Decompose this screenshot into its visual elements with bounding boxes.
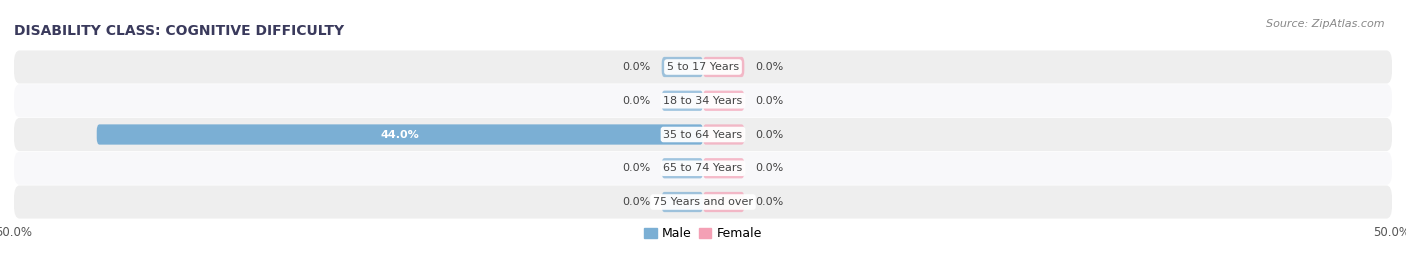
- FancyBboxPatch shape: [14, 152, 1392, 185]
- Legend: Male, Female: Male, Female: [640, 222, 766, 245]
- Text: 18 to 34 Years: 18 to 34 Years: [664, 96, 742, 106]
- FancyBboxPatch shape: [703, 192, 744, 212]
- Text: 44.0%: 44.0%: [381, 129, 419, 140]
- Text: 0.0%: 0.0%: [623, 96, 651, 106]
- Text: 35 to 64 Years: 35 to 64 Years: [664, 129, 742, 140]
- Text: 0.0%: 0.0%: [755, 96, 783, 106]
- FancyBboxPatch shape: [703, 91, 744, 111]
- FancyBboxPatch shape: [662, 57, 703, 77]
- FancyBboxPatch shape: [14, 185, 1392, 218]
- FancyBboxPatch shape: [703, 57, 744, 77]
- FancyBboxPatch shape: [14, 118, 1392, 151]
- FancyBboxPatch shape: [14, 51, 1392, 84]
- FancyBboxPatch shape: [703, 158, 744, 178]
- Text: 0.0%: 0.0%: [755, 62, 783, 72]
- Text: 65 to 74 Years: 65 to 74 Years: [664, 163, 742, 173]
- Text: 0.0%: 0.0%: [755, 129, 783, 140]
- Text: 0.0%: 0.0%: [623, 197, 651, 207]
- FancyBboxPatch shape: [703, 124, 744, 145]
- Text: 0.0%: 0.0%: [755, 197, 783, 207]
- Text: DISABILITY CLASS: COGNITIVE DIFFICULTY: DISABILITY CLASS: COGNITIVE DIFFICULTY: [14, 23, 344, 38]
- FancyBboxPatch shape: [97, 124, 703, 145]
- FancyBboxPatch shape: [662, 192, 703, 212]
- Text: 0.0%: 0.0%: [755, 163, 783, 173]
- FancyBboxPatch shape: [662, 158, 703, 178]
- Text: Source: ZipAtlas.com: Source: ZipAtlas.com: [1267, 19, 1385, 29]
- FancyBboxPatch shape: [14, 84, 1392, 117]
- Text: 75 Years and over: 75 Years and over: [652, 197, 754, 207]
- Text: 5 to 17 Years: 5 to 17 Years: [666, 62, 740, 72]
- FancyBboxPatch shape: [662, 91, 703, 111]
- Text: 0.0%: 0.0%: [623, 163, 651, 173]
- Text: 0.0%: 0.0%: [623, 62, 651, 72]
